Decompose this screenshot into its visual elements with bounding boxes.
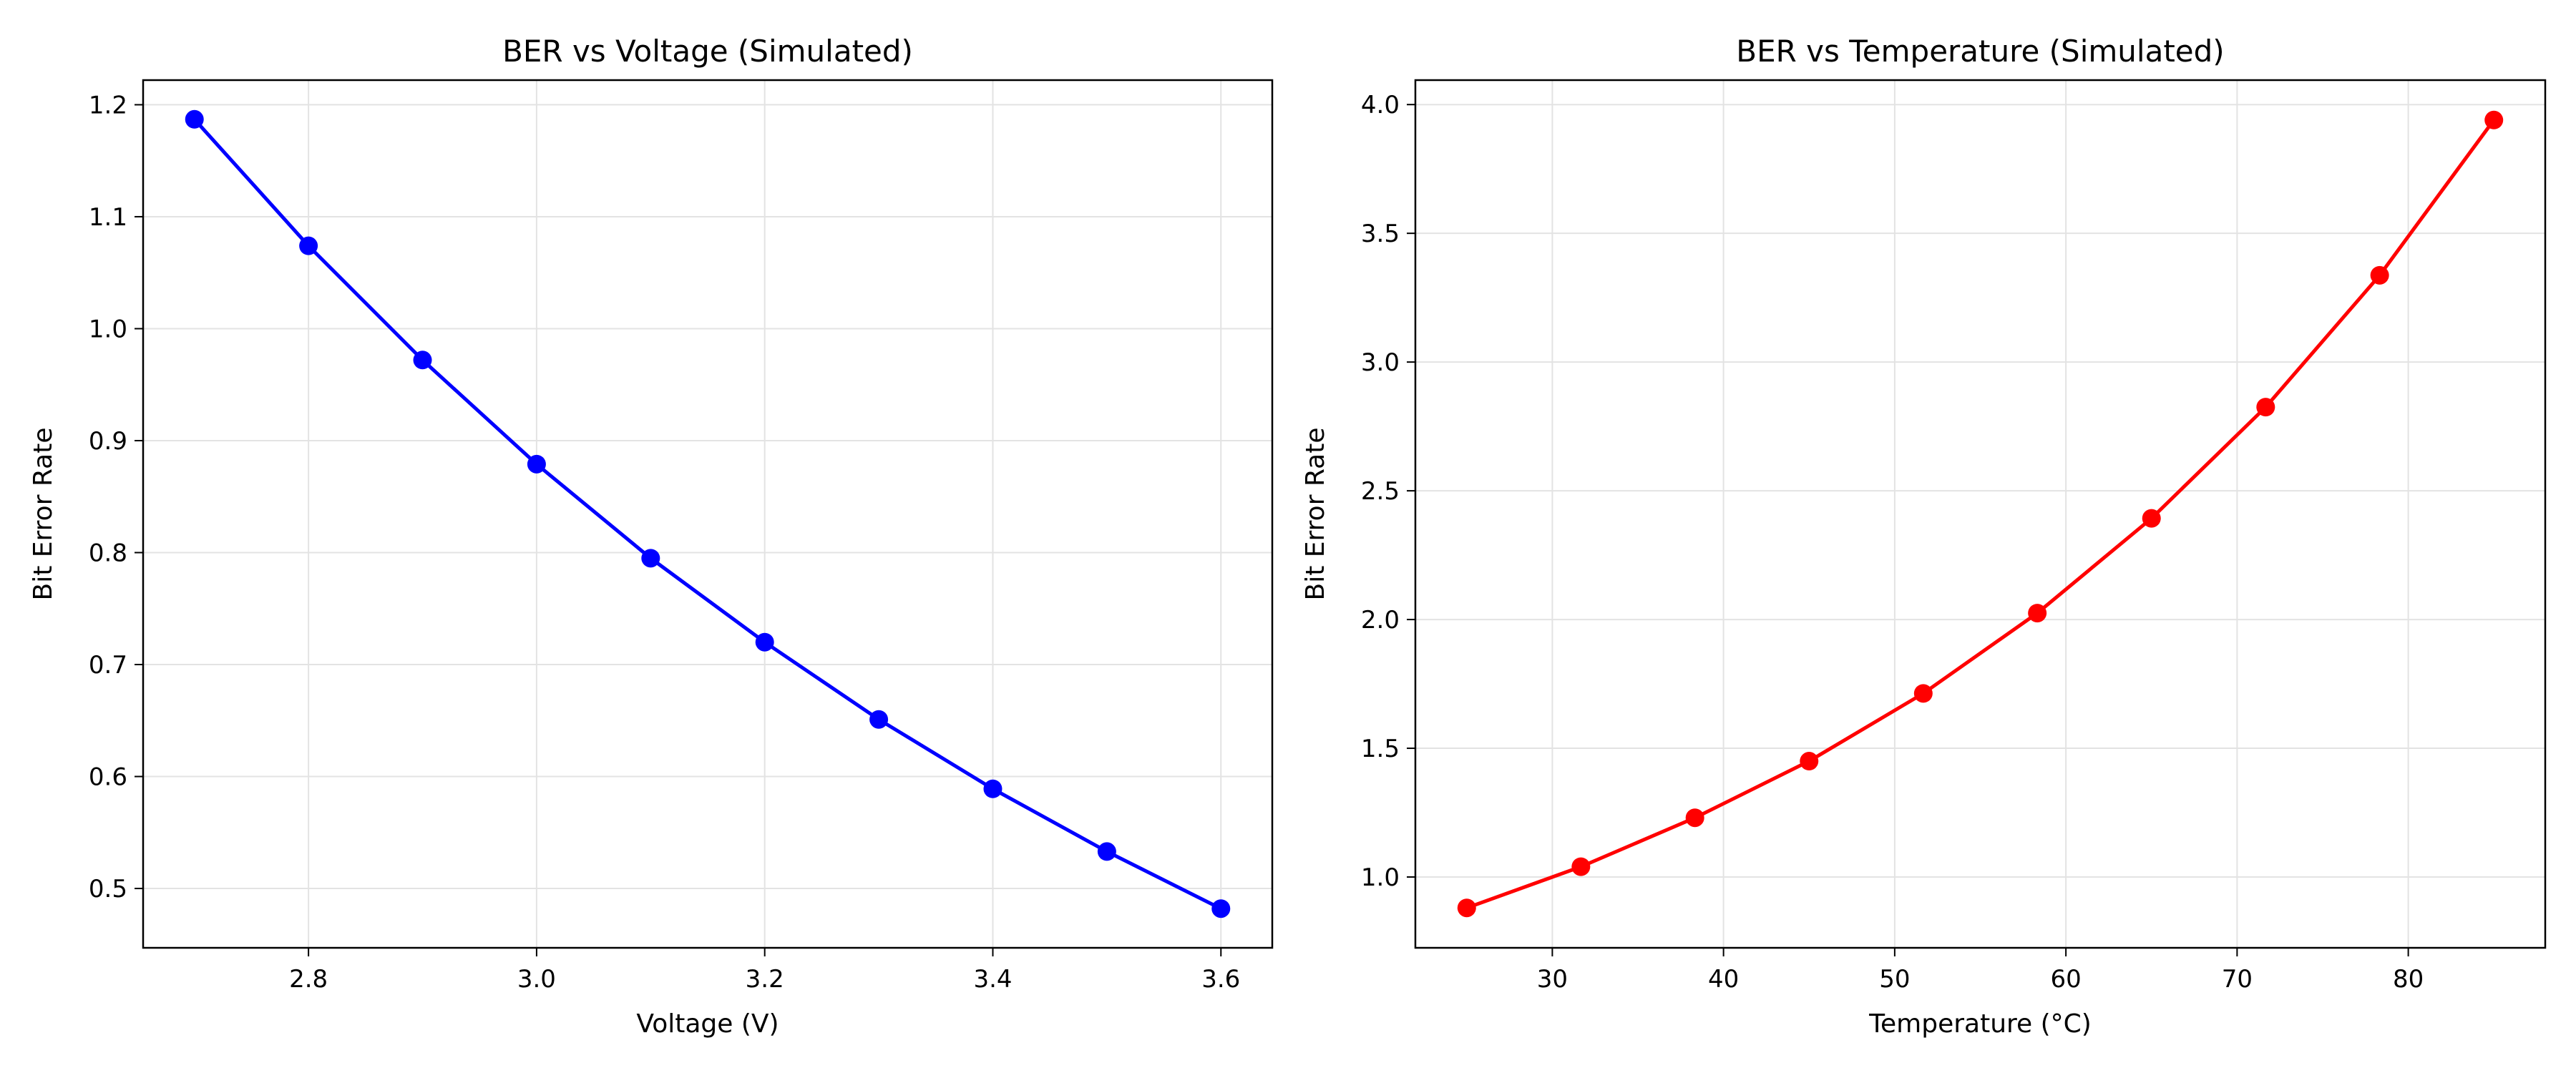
series-line — [192, 118, 1222, 911]
data-point — [2370, 265, 2389, 285]
y-tick-label: 1.2 — [89, 91, 127, 119]
x-tick-label: 70 — [2222, 965, 2253, 994]
chart-voltage: 2.8 3.0 3.2 3.4 3.6 0.5 0.6 0.7 0.8 0.9 1.0 1.1 1.2 B… — [29, 34, 1274, 1039]
data-point — [983, 779, 1002, 798]
y-tick-label: 0.7 — [89, 651, 127, 680]
x-tick-label: 3.0 — [517, 965, 556, 994]
y-tick-label: 2.5 — [1361, 477, 1400, 506]
plot-frame — [1414, 79, 2547, 949]
y-tick-label: 0.6 — [89, 763, 127, 792]
data-point — [1097, 842, 1116, 861]
x-tick-label: 3.4 — [973, 965, 1012, 994]
data-point — [2028, 604, 2047, 623]
data-point — [299, 236, 318, 255]
y-tick-label: 4.0 — [1361, 91, 1400, 119]
series-line — [1465, 119, 2496, 910]
x-tick-label: 3.6 — [1201, 965, 1240, 994]
x-tick-label: 60 — [2050, 965, 2081, 994]
data-point — [2256, 398, 2275, 417]
data-point — [641, 549, 660, 568]
y-tick-label: 1.5 — [1361, 735, 1400, 763]
data-point — [2142, 509, 2161, 528]
y-axis-label: Bit Error Rate — [29, 428, 58, 601]
data-point — [755, 632, 774, 652]
data-point — [413, 351, 432, 370]
data-point — [2484, 110, 2504, 129]
y-tick-label: 1.1 — [89, 203, 127, 232]
data-point — [1571, 857, 1591, 876]
y-tick-label: 0.8 — [89, 539, 127, 567]
x-axis-label: Voltage (V) — [636, 1009, 779, 1039]
chart-temperature: 30 40 50 60 70 80 1.0 1.5 2.0 2.5 3.0 3.5 4.0 BER vs … — [1301, 34, 2547, 1039]
data-point — [1685, 808, 1704, 828]
x-tick-label: 80 — [2393, 965, 2424, 994]
data-point — [1913, 684, 1933, 703]
data-point — [185, 109, 204, 129]
x-tick-label: 40 — [1708, 965, 1739, 994]
y-tick-label: 3.0 — [1361, 348, 1400, 377]
x-tick-label: 30 — [1537, 965, 1568, 994]
data-point — [1457, 898, 1476, 918]
data-point — [1800, 752, 1819, 771]
plot-frame — [142, 79, 1274, 949]
x-axis-label: Temperature (°C) — [1868, 1009, 2092, 1039]
y-tick-label: 0.9 — [89, 427, 127, 456]
y-tick-label: 1.0 — [89, 315, 127, 343]
x-tick-label: 3.2 — [746, 965, 784, 994]
data-point — [1211, 899, 1231, 918]
y-tick-label: 0.5 — [89, 875, 127, 903]
x-tick-label: 2.8 — [289, 965, 328, 994]
x-tick-label: 50 — [1879, 965, 1910, 994]
data-point — [869, 710, 889, 729]
chart-title: BER vs Temperature (Simulated) — [1736, 34, 2224, 69]
y-tick-label: 3.5 — [1361, 220, 1400, 248]
y-tick-label: 1.0 — [1361, 863, 1400, 892]
y-tick-label: 2.0 — [1361, 606, 1400, 635]
y-axis-label: Bit Error Rate — [1301, 428, 1330, 601]
chart-title: BER vs Voltage (Simulated) — [502, 34, 913, 69]
data-point — [527, 454, 546, 474]
